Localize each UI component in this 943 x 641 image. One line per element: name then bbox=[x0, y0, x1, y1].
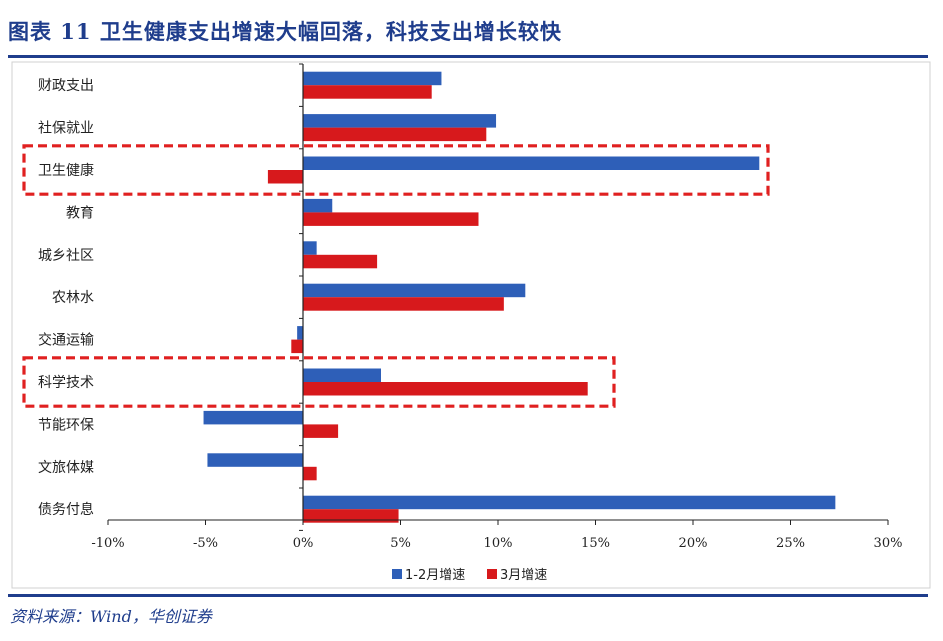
category-label: 财政支出 bbox=[38, 78, 94, 94]
category-label: 债务付息 bbox=[38, 501, 94, 518]
highlight-box bbox=[22, 144, 770, 196]
x-tick-label: -5% bbox=[193, 536, 218, 551]
x-tick-label: 0% bbox=[293, 536, 314, 551]
x-tick-label: 5% bbox=[390, 536, 411, 551]
bar-series1 bbox=[303, 241, 317, 255]
x-tick-label: 25% bbox=[776, 536, 805, 551]
bar-series2 bbox=[303, 212, 479, 226]
bar-series1 bbox=[303, 156, 760, 170]
source-note: 资料来源：Wind，华创证券 bbox=[10, 607, 212, 626]
legend-swatch bbox=[392, 569, 402, 579]
highlight-box bbox=[22, 356, 616, 408]
x-tick-label: -10% bbox=[91, 536, 124, 551]
legend-label: 1-2月增速 bbox=[405, 568, 465, 583]
bar-series1 bbox=[303, 495, 836, 510]
category-label: 卫生健康 bbox=[38, 162, 94, 179]
category-label: 教育 bbox=[66, 205, 94, 221]
title-divider bbox=[8, 55, 928, 58]
bar-series2 bbox=[303, 254, 378, 269]
footer-divider bbox=[8, 594, 928, 597]
bar-series2 bbox=[303, 509, 399, 523]
category-label: 社保就业 bbox=[38, 121, 94, 137]
bar-series2 bbox=[303, 382, 588, 396]
x-tick-label: 20% bbox=[679, 536, 708, 551]
bar-series2 bbox=[303, 127, 487, 142]
bar-series2 bbox=[303, 85, 432, 99]
category-label: 科学技术 bbox=[38, 375, 94, 391]
bar-series1 bbox=[303, 368, 381, 382]
bar-series2 bbox=[291, 339, 303, 354]
category-label: 城乡社区 bbox=[38, 248, 94, 264]
bar-series1 bbox=[303, 198, 333, 213]
bar-series1 bbox=[303, 114, 497, 128]
bar-series2 bbox=[267, 170, 303, 184]
bar-series1 bbox=[207, 453, 303, 467]
bar-series1 bbox=[303, 71, 442, 86]
bar-series2 bbox=[303, 424, 339, 438]
category-label: 交通运输 bbox=[38, 332, 94, 349]
x-tick-label: 15% bbox=[581, 536, 610, 551]
legend-swatch bbox=[487, 569, 497, 579]
chart-title: 图表 11 卫生健康支出增速大幅回落，科技支出增长较快 bbox=[8, 19, 562, 44]
bar-series2 bbox=[303, 466, 317, 481]
x-tick-label: 30% bbox=[874, 536, 903, 551]
category-label: 节能环保 bbox=[38, 417, 94, 433]
x-tick-label: 10% bbox=[484, 536, 513, 551]
bar-series1 bbox=[203, 410, 303, 425]
plot-area-border bbox=[11, 61, 931, 589]
legend-label: 3月增速 bbox=[500, 568, 547, 583]
bar-series2 bbox=[303, 297, 504, 311]
bar-series1 bbox=[297, 326, 303, 340]
bar-series1 bbox=[303, 283, 526, 298]
category-label: 农林水 bbox=[52, 290, 94, 306]
category-label: 文旅体媒 bbox=[38, 460, 94, 476]
